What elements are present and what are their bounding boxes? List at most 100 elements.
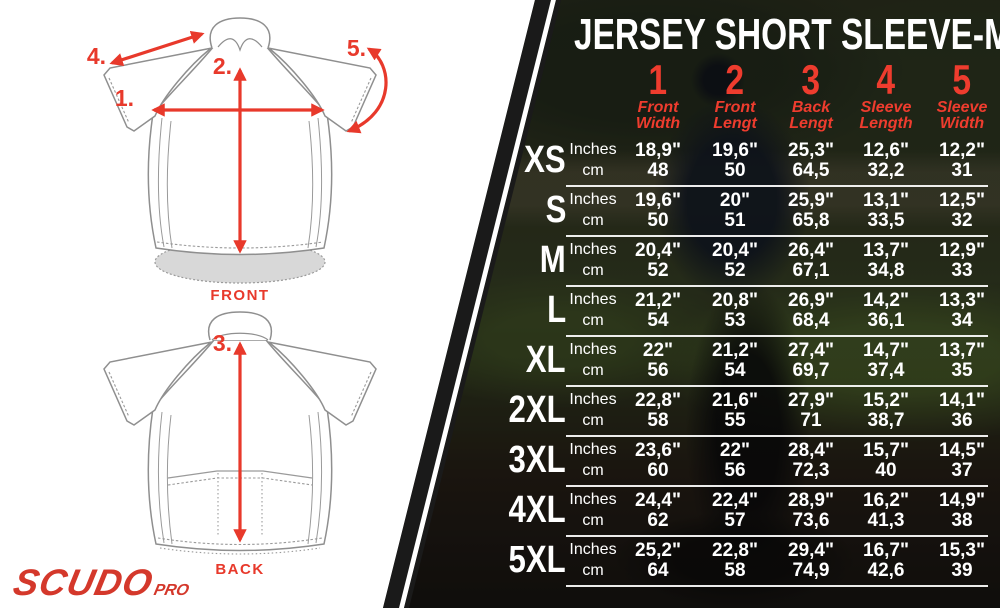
back-collar-seam [211, 332, 269, 341]
value-cell: 13,1" 33,5 [848, 187, 924, 237]
value-cell: 12,6" 32,2 [848, 137, 924, 187]
cm-value: 56 [724, 460, 746, 481]
jersey-measurement-diagrams: 1. 2. 4. 5. FRONT 3. BACK [87, 17, 388, 578]
unit-inches-label: Inches [569, 541, 617, 558]
value-cell: 20,4" 52 [696, 237, 774, 287]
inches-value: 21,6" [712, 390, 758, 411]
cm-value: 50 [724, 160, 746, 181]
cm-value: 48 [647, 160, 669, 181]
size-label: 4XL [508, 488, 566, 531]
column-header-2: 2 Front Lengt [696, 59, 774, 132]
marker-label-1: 1. [115, 85, 134, 111]
inches-value: 13,7" [939, 340, 985, 361]
value-cell: 14,7" 37,4 [848, 337, 924, 387]
column-label: Back [791, 99, 831, 116]
inches-value: 13,1" [863, 190, 909, 211]
value-cell: 22" 56 [620, 337, 696, 387]
size-label: XS [524, 138, 566, 181]
inches-value: 14,2" [863, 290, 909, 311]
value-cell: 12,9" 33 [924, 237, 1000, 287]
column-number: 4 [876, 56, 896, 103]
value-cell: 28,4" 72,3 [774, 437, 848, 487]
cm-value: 67,1 [792, 260, 830, 281]
size-label: 3XL [508, 438, 566, 481]
back-side-seam [315, 411, 323, 544]
back-left-sleeve [103, 341, 213, 426]
size-label: 2XL [508, 388, 566, 431]
jersey-back-diagram: 3. BACK [103, 311, 377, 578]
value-cell: 15,7" 40 [848, 437, 924, 487]
page-title: JERSEY SHORT SLEEVE-MAN [574, 10, 1000, 59]
value-cell: 25,2" 64 [620, 537, 696, 587]
inches-value: 26,4" [788, 240, 834, 261]
cm-value: 38 [951, 510, 973, 531]
front-label: FRONT [210, 287, 269, 304]
inches-value: 16,7" [863, 540, 909, 561]
column-number: 3 [801, 56, 821, 103]
unit-cell: Inches cm [566, 237, 620, 287]
column-label: Length [859, 115, 913, 132]
size-label: 5XL [508, 538, 566, 581]
value-cell: 26,9" 68,4 [774, 287, 848, 337]
front-left-cuff-stitch [108, 77, 130, 124]
size-label: S [545, 188, 566, 231]
inches-value: 27,9" [788, 390, 834, 411]
front-collar [209, 17, 271, 49]
cm-value: 64,5 [792, 160, 830, 181]
cm-value: 52 [724, 260, 746, 281]
cm-value: 68,4 [792, 310, 830, 331]
inches-value: 29,4" [788, 540, 834, 561]
inches-value: 21,2" [712, 340, 758, 361]
column-label: Width [939, 115, 985, 132]
unit-cell: Inches cm [566, 137, 620, 187]
inches-value: 20,4" [635, 240, 681, 261]
inches-value: 26,9" [788, 290, 834, 311]
value-cell: 29,4" 74,9 [774, 537, 848, 587]
cm-value: 37 [951, 460, 973, 481]
unit-cell: Inches cm [566, 287, 620, 337]
value-cell: 22,8" 58 [620, 387, 696, 437]
unit-cm-label: cm [582, 162, 604, 179]
back-label: BACK [215, 561, 264, 578]
column-number: 1 [648, 56, 668, 103]
unit-inches-label: Inches [569, 341, 617, 358]
cm-value: 32 [951, 210, 973, 231]
value-cell: 25,3" 64,5 [774, 137, 848, 187]
cm-value: 50 [647, 210, 669, 231]
inches-value: 12,5" [939, 190, 985, 211]
table-row: S Inches cm 19,6" 50 20" 51 25,9" 65,8 13,1"… [500, 187, 1000, 237]
size-label: L [546, 288, 566, 331]
front-side-seam [315, 117, 323, 248]
cm-value: 35 [951, 360, 973, 381]
value-cell: 13,7" 35 [924, 337, 1000, 387]
column-label: Lengt [713, 115, 757, 132]
cm-value: 64 [647, 560, 669, 581]
inches-value: 13,7" [863, 240, 909, 261]
cm-value: 72,3 [792, 460, 830, 481]
inches-value: 12,9" [939, 240, 985, 261]
cm-value: 41,3 [867, 510, 905, 531]
unit-cm-label: cm [582, 562, 604, 579]
front-collar-opening [217, 38, 263, 52]
back-side-seam [166, 414, 173, 545]
value-cell: 16,7" 42,6 [848, 537, 924, 587]
front-side-seam [166, 120, 173, 249]
cm-value: 62 [647, 510, 669, 531]
unit-cell: Inches cm [566, 387, 620, 437]
front-side-seam [307, 120, 314, 249]
cm-value: 52 [647, 260, 669, 281]
unit-inches-label: Inches [569, 291, 617, 308]
inches-value: 28,9" [788, 490, 834, 511]
unit-cm-label: cm [582, 412, 604, 429]
inches-value: 16,2" [863, 490, 909, 511]
value-cell: 15,3" 39 [924, 537, 1000, 587]
inches-value: 15,2" [863, 390, 909, 411]
cm-value: 57 [724, 510, 746, 531]
inches-value: 15,3" [939, 540, 985, 561]
unit-inches-label: Inches [569, 491, 617, 508]
unit-cm-label: cm [582, 462, 604, 479]
table-header: 1 Front Width 2 Front Lengt 3 Back Lengt… [500, 56, 1000, 132]
measure-arrow-sleeve-length [109, 30, 205, 67]
value-cell: 22" 56 [696, 437, 774, 487]
cm-value: 33 [951, 260, 973, 281]
